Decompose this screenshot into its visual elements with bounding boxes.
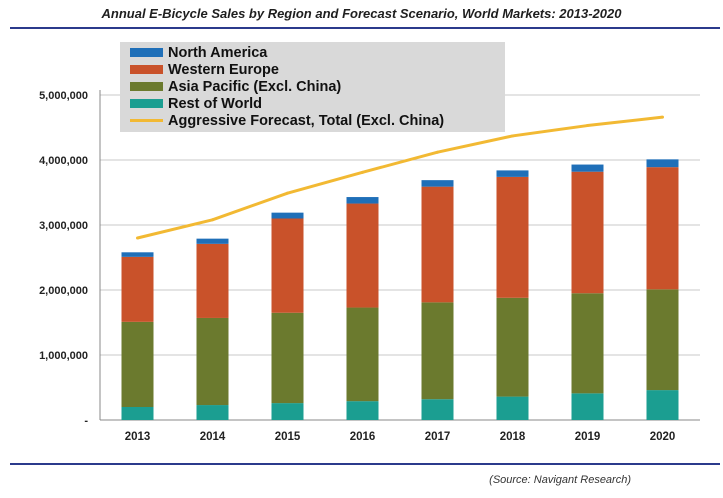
forecast-point-2018	[511, 134, 514, 138]
bar-asia-pacific-excl-china--2020	[646, 289, 679, 391]
x-tick-label-2013: 2013	[125, 431, 151, 443]
bar-western-europe-2017	[421, 186, 454, 303]
bar-asia-pacific-excl-china--2015	[271, 312, 304, 404]
bar-western-europe-2018	[496, 176, 529, 298]
bar-rest-of-world-2020	[646, 390, 679, 420]
bar-western-europe-2014	[196, 243, 229, 318]
bar-rest-of-world-2014	[196, 405, 229, 420]
legend-swatch-western-europe	[130, 64, 163, 74]
y-tick-label-0: -	[84, 415, 88, 427]
x-tick-label-2019: 2019	[575, 431, 601, 443]
bar-western-europe-2020	[646, 167, 679, 290]
y-tick-label-5: 5,000,000	[39, 90, 88, 102]
source-note: (Source: Navigant Research)	[489, 474, 631, 486]
legend-label-western-europe: Western Europe	[168, 62, 279, 78]
top-rule	[10, 27, 720, 29]
forecast-point-2016	[361, 170, 364, 174]
y-tick-label-2: 2,000,000	[39, 285, 88, 297]
x-tick-label-2017: 2017	[425, 431, 451, 443]
forecast-point-2013	[136, 236, 139, 240]
chart-title: Annual E-Bicycle Sales by Region and For…	[101, 6, 622, 21]
legend-item-north-america: North America	[130, 44, 267, 62]
bar-rest-of-world-2016	[346, 401, 379, 420]
bar-rest-of-world-2017	[421, 399, 454, 420]
legend-label-aggressive-forecast: Aggressive Forecast, Total (Excl. China)	[168, 113, 445, 129]
y-tick-label-4: 4,000,000	[39, 155, 88, 167]
legend-label-rest-of-world: Rest of World	[168, 96, 262, 112]
y-tick-label-1: 1,000,000	[39, 350, 88, 362]
legend-label-north-america: North America	[168, 45, 268, 61]
x-tick-label-2020: 2020	[650, 431, 676, 443]
x-tick-label-2016: 2016	[350, 431, 376, 443]
forecast-line	[137, 115, 663, 240]
bar-rest-of-world-2013	[121, 407, 154, 420]
bar-asia-pacific-excl-china--2017	[421, 302, 454, 400]
x-tick-label-2018: 2018	[500, 431, 526, 443]
bar-asia-pacific-excl-china--2014	[196, 317, 229, 406]
bar-asia-pacific-excl-china--2016	[346, 307, 379, 402]
legend-item-asia-pacific: Asia Pacific (Excl. China)	[130, 78, 341, 96]
bar-rest-of-world-2018	[496, 396, 529, 420]
y-tick-label-3: 3,000,000	[39, 220, 88, 232]
bar-north-america-2014	[196, 238, 229, 244]
legend-item-western-europe: Western Europe	[130, 61, 279, 79]
forecast-point-2019	[586, 124, 589, 128]
legend-swatch-north-america	[130, 47, 163, 57]
bar-north-america-2016	[346, 197, 379, 204]
bar-western-europe-2016	[346, 203, 379, 308]
x-tick-label-2014: 2014	[200, 431, 226, 443]
forecast-point-2014	[211, 218, 214, 222]
bar-north-america-2020	[646, 159, 679, 168]
legend-swatch-asia-pacific	[130, 81, 163, 91]
forecast-point-2015	[286, 191, 289, 195]
bar-western-europe-2019	[571, 171, 604, 294]
bar-rest-of-world-2019	[571, 393, 604, 420]
forecast-point-2020	[661, 115, 664, 119]
forecast-point-2017	[436, 150, 439, 154]
bar-north-america-2015	[271, 212, 304, 219]
legend-swatch-aggressive-forecast	[130, 118, 163, 122]
legend-label-asia-pacific: Asia Pacific (Excl. China)	[168, 79, 342, 95]
bar-north-america-2019	[571, 164, 604, 172]
bar-western-europe-2013	[121, 256, 154, 322]
bar-asia-pacific-excl-china--2019	[571, 293, 604, 394]
legend-item-aggressive-forecast: Aggressive Forecast, Total (Excl. China)	[130, 112, 444, 130]
bar-asia-pacific-excl-china--2013	[121, 321, 154, 407]
bar-asia-pacific-excl-china--2018	[496, 297, 529, 397]
bar-north-america-2013	[121, 252, 154, 257]
bottom-rule	[10, 463, 720, 465]
bar-north-america-2018	[496, 170, 529, 177]
legend-item-rest-of-world: Rest of World	[130, 95, 262, 113]
x-tick-label-2015: 2015	[275, 431, 301, 443]
bar-rest-of-world-2015	[271, 403, 304, 420]
bar-western-europe-2015	[271, 218, 304, 313]
bar-north-america-2017	[421, 180, 454, 187]
chart-legend: North America Western Europe Asia Pacifi…	[120, 42, 505, 132]
legend-swatch-rest-of-world	[130, 98, 163, 108]
